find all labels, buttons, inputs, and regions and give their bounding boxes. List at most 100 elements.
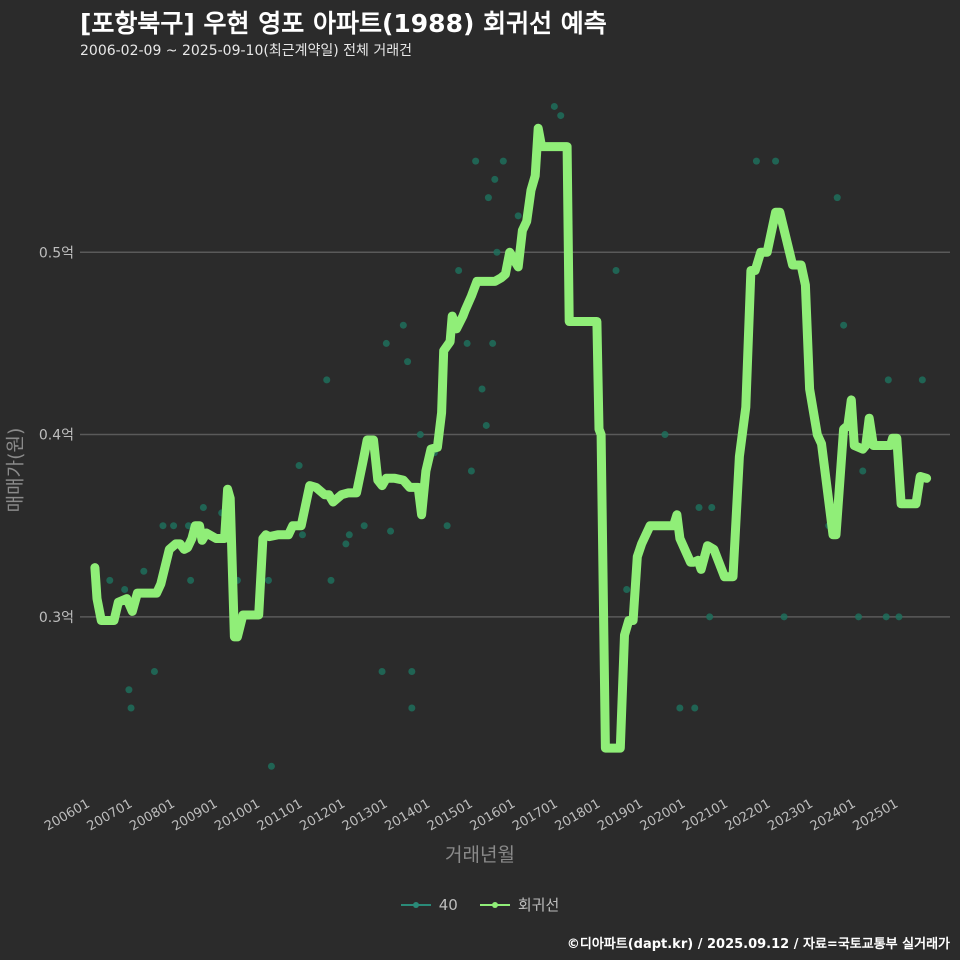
legend-item-regression: 회귀선 [479,894,560,915]
x-ticks: 2006012007012008012009012010012011012012… [42,796,901,834]
data-point [882,613,890,621]
data-point [467,467,475,475]
data-point [499,157,507,165]
data-point [463,339,471,347]
x-tick-label: 202301 [765,796,815,834]
legend-label-regression: 회귀선 [517,896,560,914]
x-tick-label: 201401 [382,796,432,834]
data-point [199,503,207,511]
data-point [455,267,463,275]
data-point [840,321,848,329]
legend-item-40: 40 [400,894,458,915]
x-tick-label: 201501 [425,796,475,834]
data-point [378,668,386,676]
data-point [125,686,133,694]
data-point [752,157,760,165]
y-ticks: 0.3억 0.4억 0.5억 [39,245,74,626]
x-tick-label: 202101 [680,796,730,834]
source-caption: ©디아파트(dapt.kr) / 2025.09.12 / 자료=국토교통부 실… [566,937,950,952]
x-tick-label: 200701 [85,796,135,834]
data-point [399,321,407,329]
data-point [187,576,195,584]
data-point [833,194,841,202]
data-point [127,704,135,712]
grid-lines [80,251,950,618]
data-point [623,585,631,593]
regression-line [90,123,932,753]
data-point [706,613,714,621]
data-point [345,531,353,539]
y-axis-label-text: 매매가(원) [4,427,27,513]
x-tick-label: 202201 [723,796,773,834]
legend-key-40 [400,897,431,913]
x-tick-label: 201101 [255,796,305,834]
data-point [323,376,331,384]
data-point [478,385,486,393]
data-point [482,421,490,429]
x-axis-label: 거래년월 [445,844,515,866]
scatter-points [106,102,926,770]
y-tick-label: 0.5억 [39,245,74,261]
data-point [267,762,275,770]
data-point [612,267,620,275]
x-tick-label: 201901 [595,796,645,834]
data-point [550,102,558,110]
data-point [691,704,699,712]
data-point [159,522,167,530]
data-point [408,704,416,712]
x-tick-label: 202501 [850,796,900,834]
data-point [484,194,492,202]
data-point [895,613,903,621]
data-point [772,157,780,165]
data-point [327,576,335,584]
data-point [780,613,788,621]
data-point [884,376,892,384]
data-point [514,212,522,220]
y-tick-label: 0.3억 [39,610,74,626]
data-point [298,531,306,539]
data-point [491,175,499,183]
data-point [106,576,114,584]
data-point [121,585,129,593]
legend: 40 회귀선 [0,894,960,915]
legend-label-40: 40 [438,895,458,914]
data-point [387,527,395,535]
chart-title: [포항북구] 우현 영포 아파트(1988) 회귀선 예측 [80,9,607,38]
x-tick-label: 200801 [127,796,177,834]
data-point [140,567,148,575]
data-point [918,376,926,384]
data-point [150,668,158,676]
data-point [708,503,716,511]
x-tick-label: 202401 [808,796,858,834]
x-tick-label: 201301 [340,796,390,834]
data-point [382,339,390,347]
y-tick-label: 0.4억 [39,428,74,444]
data-point [493,248,501,256]
data-point [489,339,497,347]
x-tick-label: 201201 [297,796,347,834]
data-point [170,522,178,530]
legend-key-regression [479,897,510,913]
x-tick-label: 201801 [553,796,603,834]
regression-line-group [90,123,932,753]
chart-subtitle: 2006-02-09 ~ 2025-09-10(최근계약일) 전체 거래건 [80,43,412,59]
data-point [661,431,669,439]
data-point [295,462,303,470]
data-point [360,522,368,530]
y-axis-label: 매매가(원) [1,428,28,513]
x-tick-label: 201001 [212,796,262,834]
x-tick-label: 200901 [170,796,220,834]
data-point [695,503,703,511]
data-point [859,467,867,475]
data-point [264,576,272,584]
data-point [472,157,480,165]
data-point [676,704,684,712]
x-tick-label: 202001 [638,796,688,834]
data-point [416,431,424,439]
data-point [408,668,416,676]
x-tick-label: 201601 [468,796,518,834]
x-tick-label: 200601 [42,796,92,834]
data-point [855,613,863,621]
data-point [557,112,565,120]
